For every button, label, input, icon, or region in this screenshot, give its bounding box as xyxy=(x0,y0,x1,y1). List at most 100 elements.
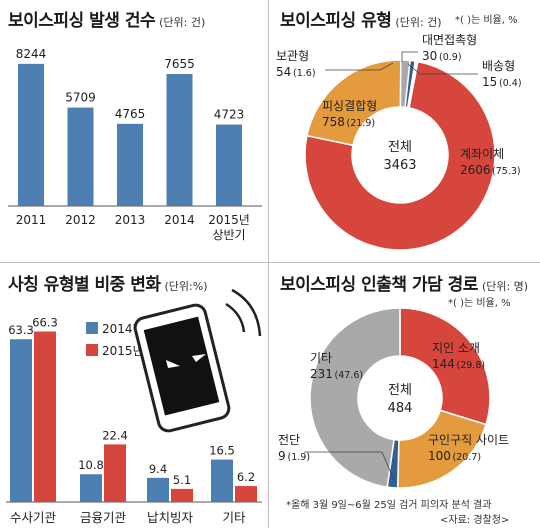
recruit-slice xyxy=(309,307,401,488)
signal-wave-icon xyxy=(231,288,262,337)
types-slice-value: 54 xyxy=(276,65,291,79)
types-title-text: 보이스피싱 유형 xyxy=(280,11,392,31)
phone-eye-icon xyxy=(166,360,180,368)
impersonation-bar xyxy=(211,459,233,502)
types-slice-pct: (1.6) xyxy=(293,68,316,79)
types-total-label: 전체 xyxy=(388,140,412,155)
recruit-leader-line xyxy=(304,451,395,481)
incidents-bar xyxy=(166,74,193,206)
recruit-slice-pct: (47.6) xyxy=(335,370,364,381)
impersonation-bar xyxy=(147,477,169,502)
footnote-line2: <자료: 경찰청> xyxy=(440,515,510,526)
incidents-category-label: 2013 xyxy=(115,213,146,227)
types-slice xyxy=(306,59,402,147)
impersonation-value-label: 63.3 xyxy=(8,323,34,337)
recruit-slice-value: 144 xyxy=(432,357,455,371)
types-slice-name: 보관형 xyxy=(276,49,309,63)
incidents-category-label: 상반기 xyxy=(212,228,245,242)
types-title: 보이스피싱 유형 (단위: 건) xyxy=(280,6,442,31)
recruit-unit: (단위: 명) xyxy=(481,280,529,293)
incidents-title: 보이스피싱 발생 건수 (단위: 건) xyxy=(8,6,205,31)
types-slice-name: 배송형 xyxy=(482,59,515,73)
types-unit: (단위: 건) xyxy=(395,16,442,29)
impersonation-category-label: 납치빙자 xyxy=(147,510,194,525)
incidents-value-label: 7655 xyxy=(164,57,195,71)
phone-screen-icon xyxy=(143,316,220,416)
impersonation-legend-label: 2015년 xyxy=(102,344,144,358)
types-slice-name: 대면접촉형 xyxy=(422,33,477,47)
recruit-total-value: 484 xyxy=(388,401,413,416)
recruit-slice xyxy=(399,307,491,426)
impersonation-unit: (단위:%) xyxy=(164,280,208,293)
types-leader-line xyxy=(401,51,418,62)
types-leader-line xyxy=(407,63,478,75)
incidents-unit: (단위: 건) xyxy=(159,16,206,29)
recruit-total-label: 전체 xyxy=(388,383,412,398)
incidents-category-label: 2011 xyxy=(16,213,47,227)
impersonation-title-text: 사칭 유형별 비중 변화 xyxy=(8,275,161,295)
impersonation-category-label: 수사기관 xyxy=(10,510,57,525)
recruit-slice-value: 231 xyxy=(310,367,333,381)
incidents-bar xyxy=(216,124,242,206)
recruit-slice-pct: (1.9) xyxy=(288,452,311,463)
incidents-category-label: 2014 xyxy=(164,213,195,227)
incidents-value-label: 4723 xyxy=(214,108,245,122)
impersonation-value-label: 6.2 xyxy=(237,470,255,484)
impersonation-category-label: 금융기관 xyxy=(80,510,127,525)
incidents-value-label: 8244 xyxy=(16,47,47,61)
recruit-note: *( )는 비율, % xyxy=(448,298,511,309)
types-slice xyxy=(304,60,496,251)
types-slice-name: 피싱결합형 xyxy=(322,99,377,113)
recruit-slice-name: 구인구직 사이트 xyxy=(428,433,509,447)
impersonation-title: 사칭 유형별 비중 변화 (단위:%) xyxy=(8,270,208,295)
impersonation-legend-swatch xyxy=(86,322,98,334)
phone-eye-icon xyxy=(192,354,206,362)
recruit-slice-name: 전단 xyxy=(278,433,300,447)
types-leader-line xyxy=(325,62,394,71)
recruit-title: 보이스피싱 인출책 가담 경로 (단위: 명) xyxy=(280,270,528,295)
impersonation-bar xyxy=(171,488,193,502)
impersonation-bar-chart: 63.366.3 수사기관 10.8 22.4 금융기관 9.4 5.1 납치빙자 16.56.… xyxy=(6,288,262,525)
recruit-slice-pct: (20.7) xyxy=(453,452,482,463)
recruit-title-text: 보이스피싱 인출책 가담 경로 xyxy=(280,275,478,295)
recruit-slice-name: 지인 소개 xyxy=(432,341,480,355)
types-slice-pct: (21.9) xyxy=(347,118,376,129)
incidents-bar xyxy=(67,107,94,206)
recruit-slice-pct: (29.8) xyxy=(457,360,486,371)
types-slice-value: 758 xyxy=(322,115,345,129)
incidents-title-text: 보이스피싱 발생 건수 xyxy=(8,11,156,31)
incidents-value-label: 5709 xyxy=(65,91,96,105)
impersonation-value-label: 9.4 xyxy=(149,462,167,476)
incidents-bar xyxy=(18,63,44,207)
footnote-line1: *올해 3월 9일~6월 25일 검거 피의자 분석 결과 xyxy=(286,500,492,511)
types-slice-value: 15 xyxy=(482,75,497,89)
incidents-bar-chart: 8244 2011 5709 2012 4765 2013 7655 2014 4723 2015… xyxy=(8,47,262,242)
recruit-slice-value: 100 xyxy=(428,449,451,463)
types-slice-pct: (0.4) xyxy=(499,78,522,89)
impersonation-value-label: 5.1 xyxy=(173,473,191,487)
impersonation-bar xyxy=(34,331,56,502)
types-slice-pct: (0.9) xyxy=(439,52,462,63)
impersonation-value-label: 16.5 xyxy=(209,444,235,458)
incidents-category-label: 2015년 xyxy=(208,213,250,227)
impersonation-value-label: 66.3 xyxy=(32,316,58,330)
incidents-bar xyxy=(117,123,143,206)
types-slice-pct: (75.3) xyxy=(492,166,521,177)
impersonation-value-label: 22.4 xyxy=(102,428,128,442)
incidents-value-label: 4765 xyxy=(115,107,146,121)
types-note: *( )는 비율, % xyxy=(455,15,518,26)
horizontal-divider xyxy=(0,262,540,263)
types-slice-value: 2606 xyxy=(460,163,491,177)
types-slice-name: 계좌이체 xyxy=(460,147,504,161)
impersonation-bar xyxy=(104,444,126,502)
incidents-category-label: 2012 xyxy=(65,213,96,227)
signal-wave-icon xyxy=(225,302,246,333)
impersonation-value-label: 10.8 xyxy=(78,458,104,472)
recruit-slice-name: 기타 xyxy=(310,351,332,365)
impersonation-legend-label: 2014년 xyxy=(102,322,144,336)
types-slice-value: 30 xyxy=(422,49,437,63)
impersonation-bar xyxy=(10,339,32,502)
types-total-value: 3463 xyxy=(383,158,416,173)
